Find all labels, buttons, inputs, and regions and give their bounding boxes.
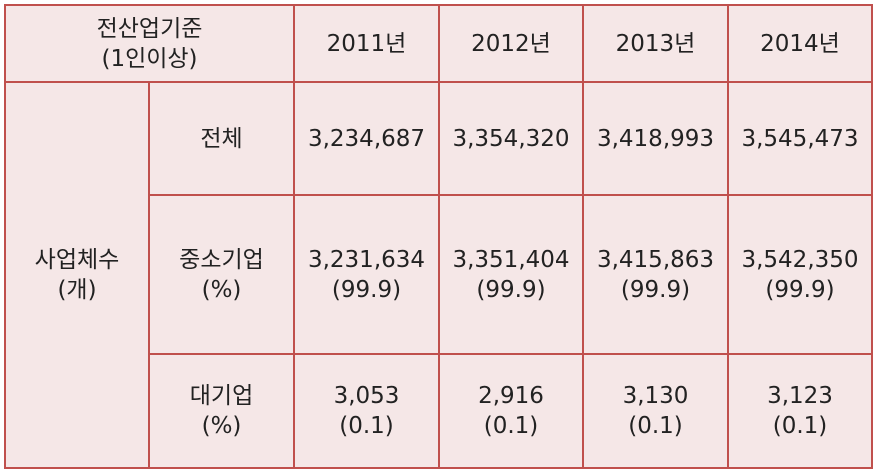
table-row-total: 사업체수 (개) 전체 3,234,687 3,354,320 3,418,99… <box>4 81 873 469</box>
cell-value: 3,231,634 <box>307 246 426 273</box>
row-label-text: 전체 <box>200 125 243 152</box>
group-label-line2: (개) <box>57 277 97 303</box>
header-row: 전산업기준 (1인이상) 2011년 2012년 2013년 2014년 <box>4 4 873 83</box>
year-header: 2014년 <box>727 4 873 83</box>
row-label-text: 중소기업 <box>179 246 264 273</box>
cell-percent: (0.1) <box>772 413 828 439</box>
cell-value: 3,351,404 <box>452 246 570 273</box>
cell-percent: (99.9) <box>331 276 402 303</box>
cell-value: 3,130 <box>622 383 689 409</box>
group-label-line1: 사업체수 <box>34 247 120 273</box>
corner-header-line1: 전산업기준 <box>96 15 203 42</box>
year-header: 2011년 <box>293 4 440 83</box>
row-label: 전체 <box>148 81 295 196</box>
cell-value: 3,354,320 <box>452 125 570 152</box>
cell-value: 3,545,473 <box>741 125 859 152</box>
data-cell: 3,234,687 <box>293 81 440 196</box>
year-header: 2012년 <box>438 4 584 83</box>
cell-value: 3,053 <box>333 383 400 409</box>
cell-percent: (99.9) <box>476 276 546 303</box>
year-header: 2013년 <box>582 4 729 83</box>
row-label: 중소기업 (%) <box>148 194 295 355</box>
corner-header: 전산업기준 (1인이상) <box>4 4 295 83</box>
cell-value: 3,542,350 <box>741 246 859 273</box>
row-label: 대기업 (%) <box>148 353 295 469</box>
data-cell: 3,351,404 (99.9) <box>438 194 584 355</box>
cell-value: 3,418,993 <box>596 125 715 152</box>
row-label-unit: (%) <box>201 413 242 439</box>
cell-value: 3,415,863 <box>596 246 715 273</box>
cell-value: 3,234,687 <box>307 125 426 152</box>
statistics-table: 전산업기준 (1인이상) 2011년 2012년 2013년 2014년 사업체… <box>4 4 873 469</box>
data-cell: 3,545,473 <box>727 81 873 196</box>
cell-percent: (0.1) <box>339 413 394 439</box>
data-cell: 3,123 (0.1) <box>727 353 873 469</box>
data-cell: 3,418,993 <box>582 81 729 196</box>
cell-percent: (0.1) <box>628 413 683 439</box>
row-label-unit: (%) <box>201 276 242 303</box>
data-cell: 3,354,320 <box>438 81 584 196</box>
table-row-sme: 중소기업 (%) 3,231,634 (99.9) 3,351,404 (99.… <box>5 194 873 355</box>
data-cell: 3,231,634 (99.9) <box>293 194 440 355</box>
cell-percent: (0.1) <box>483 413 539 439</box>
row-label-text: 대기업 <box>189 383 254 409</box>
table-row-large: 대기업 (%) 3,053 (0.1) 2,916 (0.1) 3,130 (0… <box>5 353 873 469</box>
cell-value: 2,916 <box>478 383 544 409</box>
cell-value: 3,123 <box>767 383 833 409</box>
data-cell: 2,916 (0.1) <box>438 353 584 469</box>
data-cell: 3,542,350 (99.9) <box>727 194 873 355</box>
data-cell: 3,415,863 (99.9) <box>582 194 729 355</box>
cell-percent: (99.9) <box>620 276 691 303</box>
group-label: 사업체수 (개) <box>4 81 150 469</box>
data-cell: 3,130 (0.1) <box>582 353 729 469</box>
data-cell: 3,053 (0.1) <box>293 353 440 469</box>
corner-header-line2: (1인이상) <box>101 45 198 72</box>
cell-percent: (99.9) <box>765 276 835 303</box>
